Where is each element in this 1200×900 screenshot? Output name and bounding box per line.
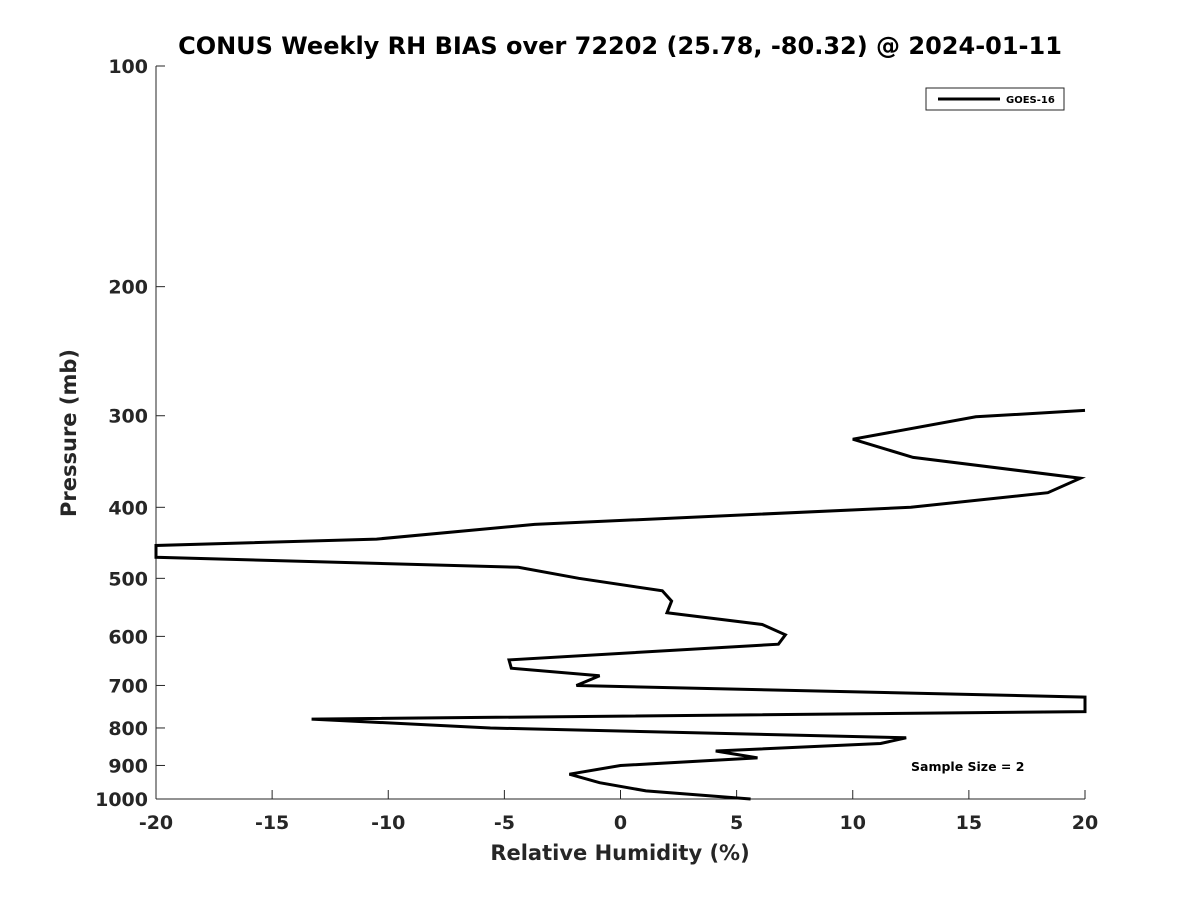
x-tick-label: -15 xyxy=(255,812,289,834)
legend: GOES-16 xyxy=(925,87,1065,111)
y-tick-label: 400 xyxy=(108,497,148,519)
y-tick-label: 100 xyxy=(108,56,148,78)
x-tick-label: -5 xyxy=(494,812,515,834)
y-tick-label: 700 xyxy=(108,675,148,697)
y-tick-label: 1000 xyxy=(95,789,148,811)
legend-label-goes-16: GOES-16 xyxy=(1006,95,1055,106)
y-axis-label: Pressure (mb) xyxy=(57,349,81,517)
y-tick-label: 600 xyxy=(108,626,148,648)
series-line-goes-16 xyxy=(154,408,1087,801)
y-tick-label: 900 xyxy=(108,755,148,777)
ticks: -20 -15 -10 -5 0 5 10 15 20 100 200 300 400 500 600 700… xyxy=(95,56,1098,834)
sample-size-annotation: Sample Size = 2 xyxy=(911,759,1024,774)
y-tick-label: 300 xyxy=(108,406,148,428)
y-tick-label: 500 xyxy=(108,568,148,590)
x-tick-label: 20 xyxy=(1072,812,1098,834)
x-tick-label: 15 xyxy=(956,812,982,834)
y-tick-label: 800 xyxy=(108,718,148,740)
x-tick-label: -10 xyxy=(371,812,405,834)
x-tick-label: 5 xyxy=(730,812,743,834)
x-tick-label: -20 xyxy=(139,812,173,834)
y-tick-label: 200 xyxy=(108,277,148,299)
chart-title: CONUS Weekly RH BIAS over 72202 (25.78, … xyxy=(178,32,1062,60)
x-tick-label: 0 xyxy=(614,812,627,834)
x-axis-label: Relative Humidity (%) xyxy=(490,841,749,865)
data-series xyxy=(154,408,1087,801)
x-tick-label: 10 xyxy=(840,812,866,834)
